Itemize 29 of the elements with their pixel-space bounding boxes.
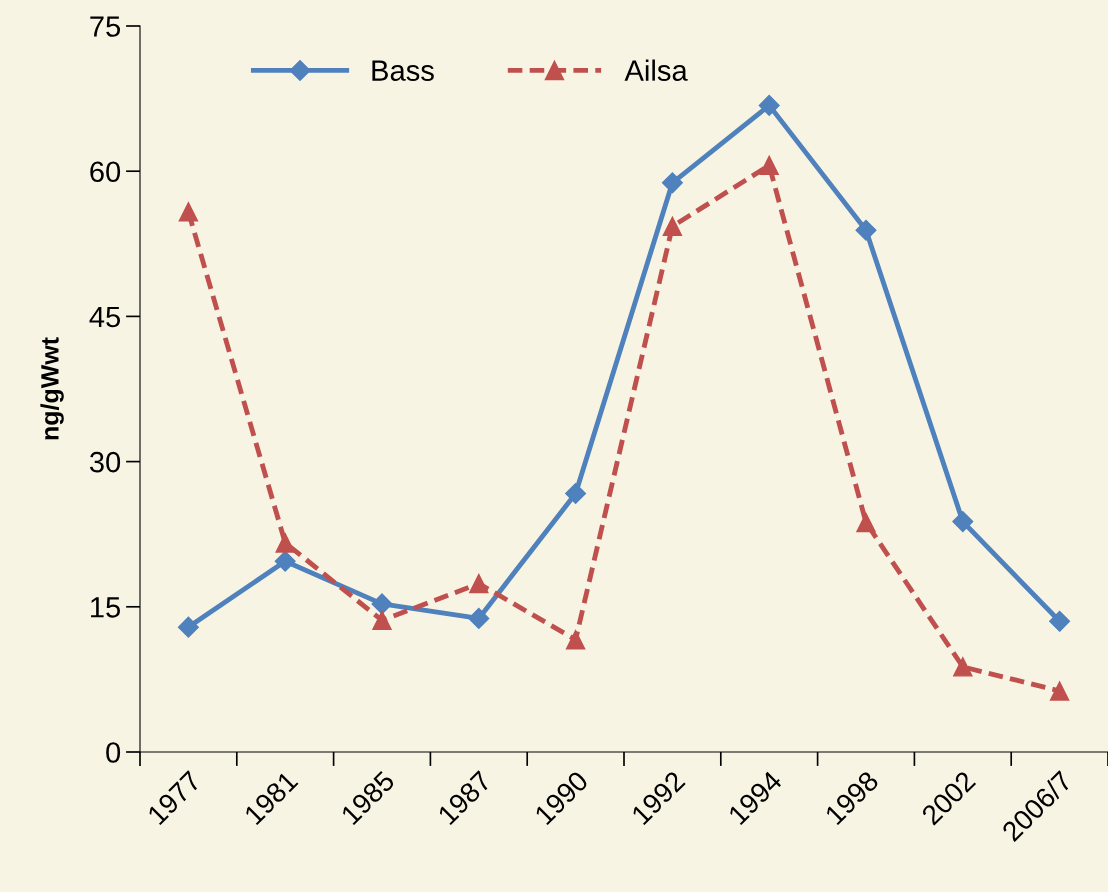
point	[177, 616, 199, 638]
y-tick-label: 0	[106, 742, 121, 763]
point	[1049, 610, 1071, 632]
point	[952, 511, 974, 533]
y-tick-label: 15	[91, 597, 121, 618]
point	[565, 629, 586, 650]
point	[468, 607, 490, 629]
legend-label: Bass	[372, 60, 434, 81]
y-tick-label: 60	[90, 161, 121, 183]
point	[856, 512, 876, 533]
point	[662, 216, 683, 237]
y-tick-label: 75	[90, 16, 121, 37]
legend-label: Ailsa	[624, 59, 688, 81]
point	[372, 610, 392, 631]
y-tick-label: 30	[89, 451, 121, 473]
point	[275, 533, 295, 553]
point	[565, 483, 587, 505]
y-axis-title: ng/gWwt	[40, 337, 64, 440]
point	[469, 573, 489, 594]
point	[178, 202, 199, 222]
point	[953, 657, 973, 677]
point	[855, 219, 877, 241]
point	[759, 155, 779, 176]
point	[371, 593, 393, 615]
point	[758, 94, 780, 116]
point	[274, 550, 296, 572]
point	[661, 172, 683, 194]
point	[1049, 681, 1070, 701]
y-tick-label: 45	[89, 306, 121, 328]
